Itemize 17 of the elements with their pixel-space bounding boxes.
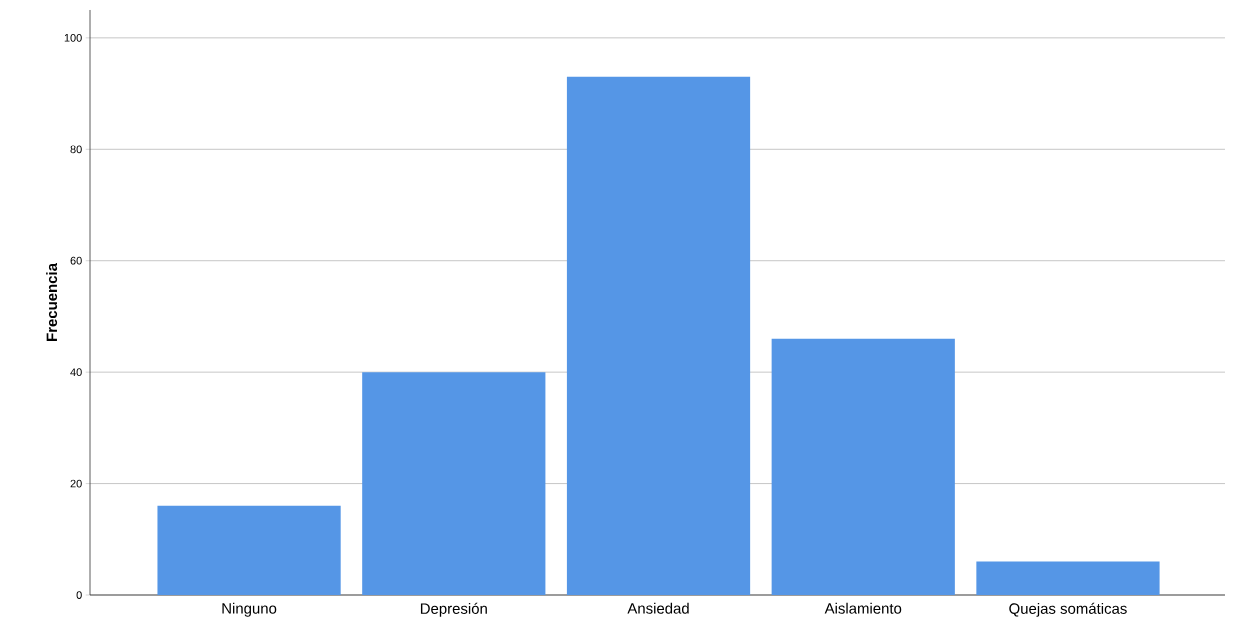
x-tick-label: Ninguno — [222, 602, 277, 617]
bar — [771, 338, 955, 595]
y-tick-label: 0 — [76, 591, 82, 599]
x-tick-label: Quejas somáticas — [1009, 602, 1127, 617]
x-tick-label: Aislamiento — [824, 602, 902, 614]
y-tick-label: 100 — [64, 33, 82, 42]
y-tick-label: 60 — [70, 256, 82, 265]
x-tick-label: Ansiedad — [627, 602, 689, 614]
x-tick-label: Depresión — [420, 602, 487, 617]
bar — [362, 372, 546, 595]
y-tick-label: 80 — [70, 145, 82, 154]
y-axis-title: Frecuencia — [46, 262, 58, 341]
y-tick-label: 40 — [70, 368, 82, 377]
bar — [566, 76, 751, 595]
bar — [976, 561, 1160, 595]
bar — [157, 505, 341, 595]
y-tick-label: 20 — [70, 479, 82, 488]
